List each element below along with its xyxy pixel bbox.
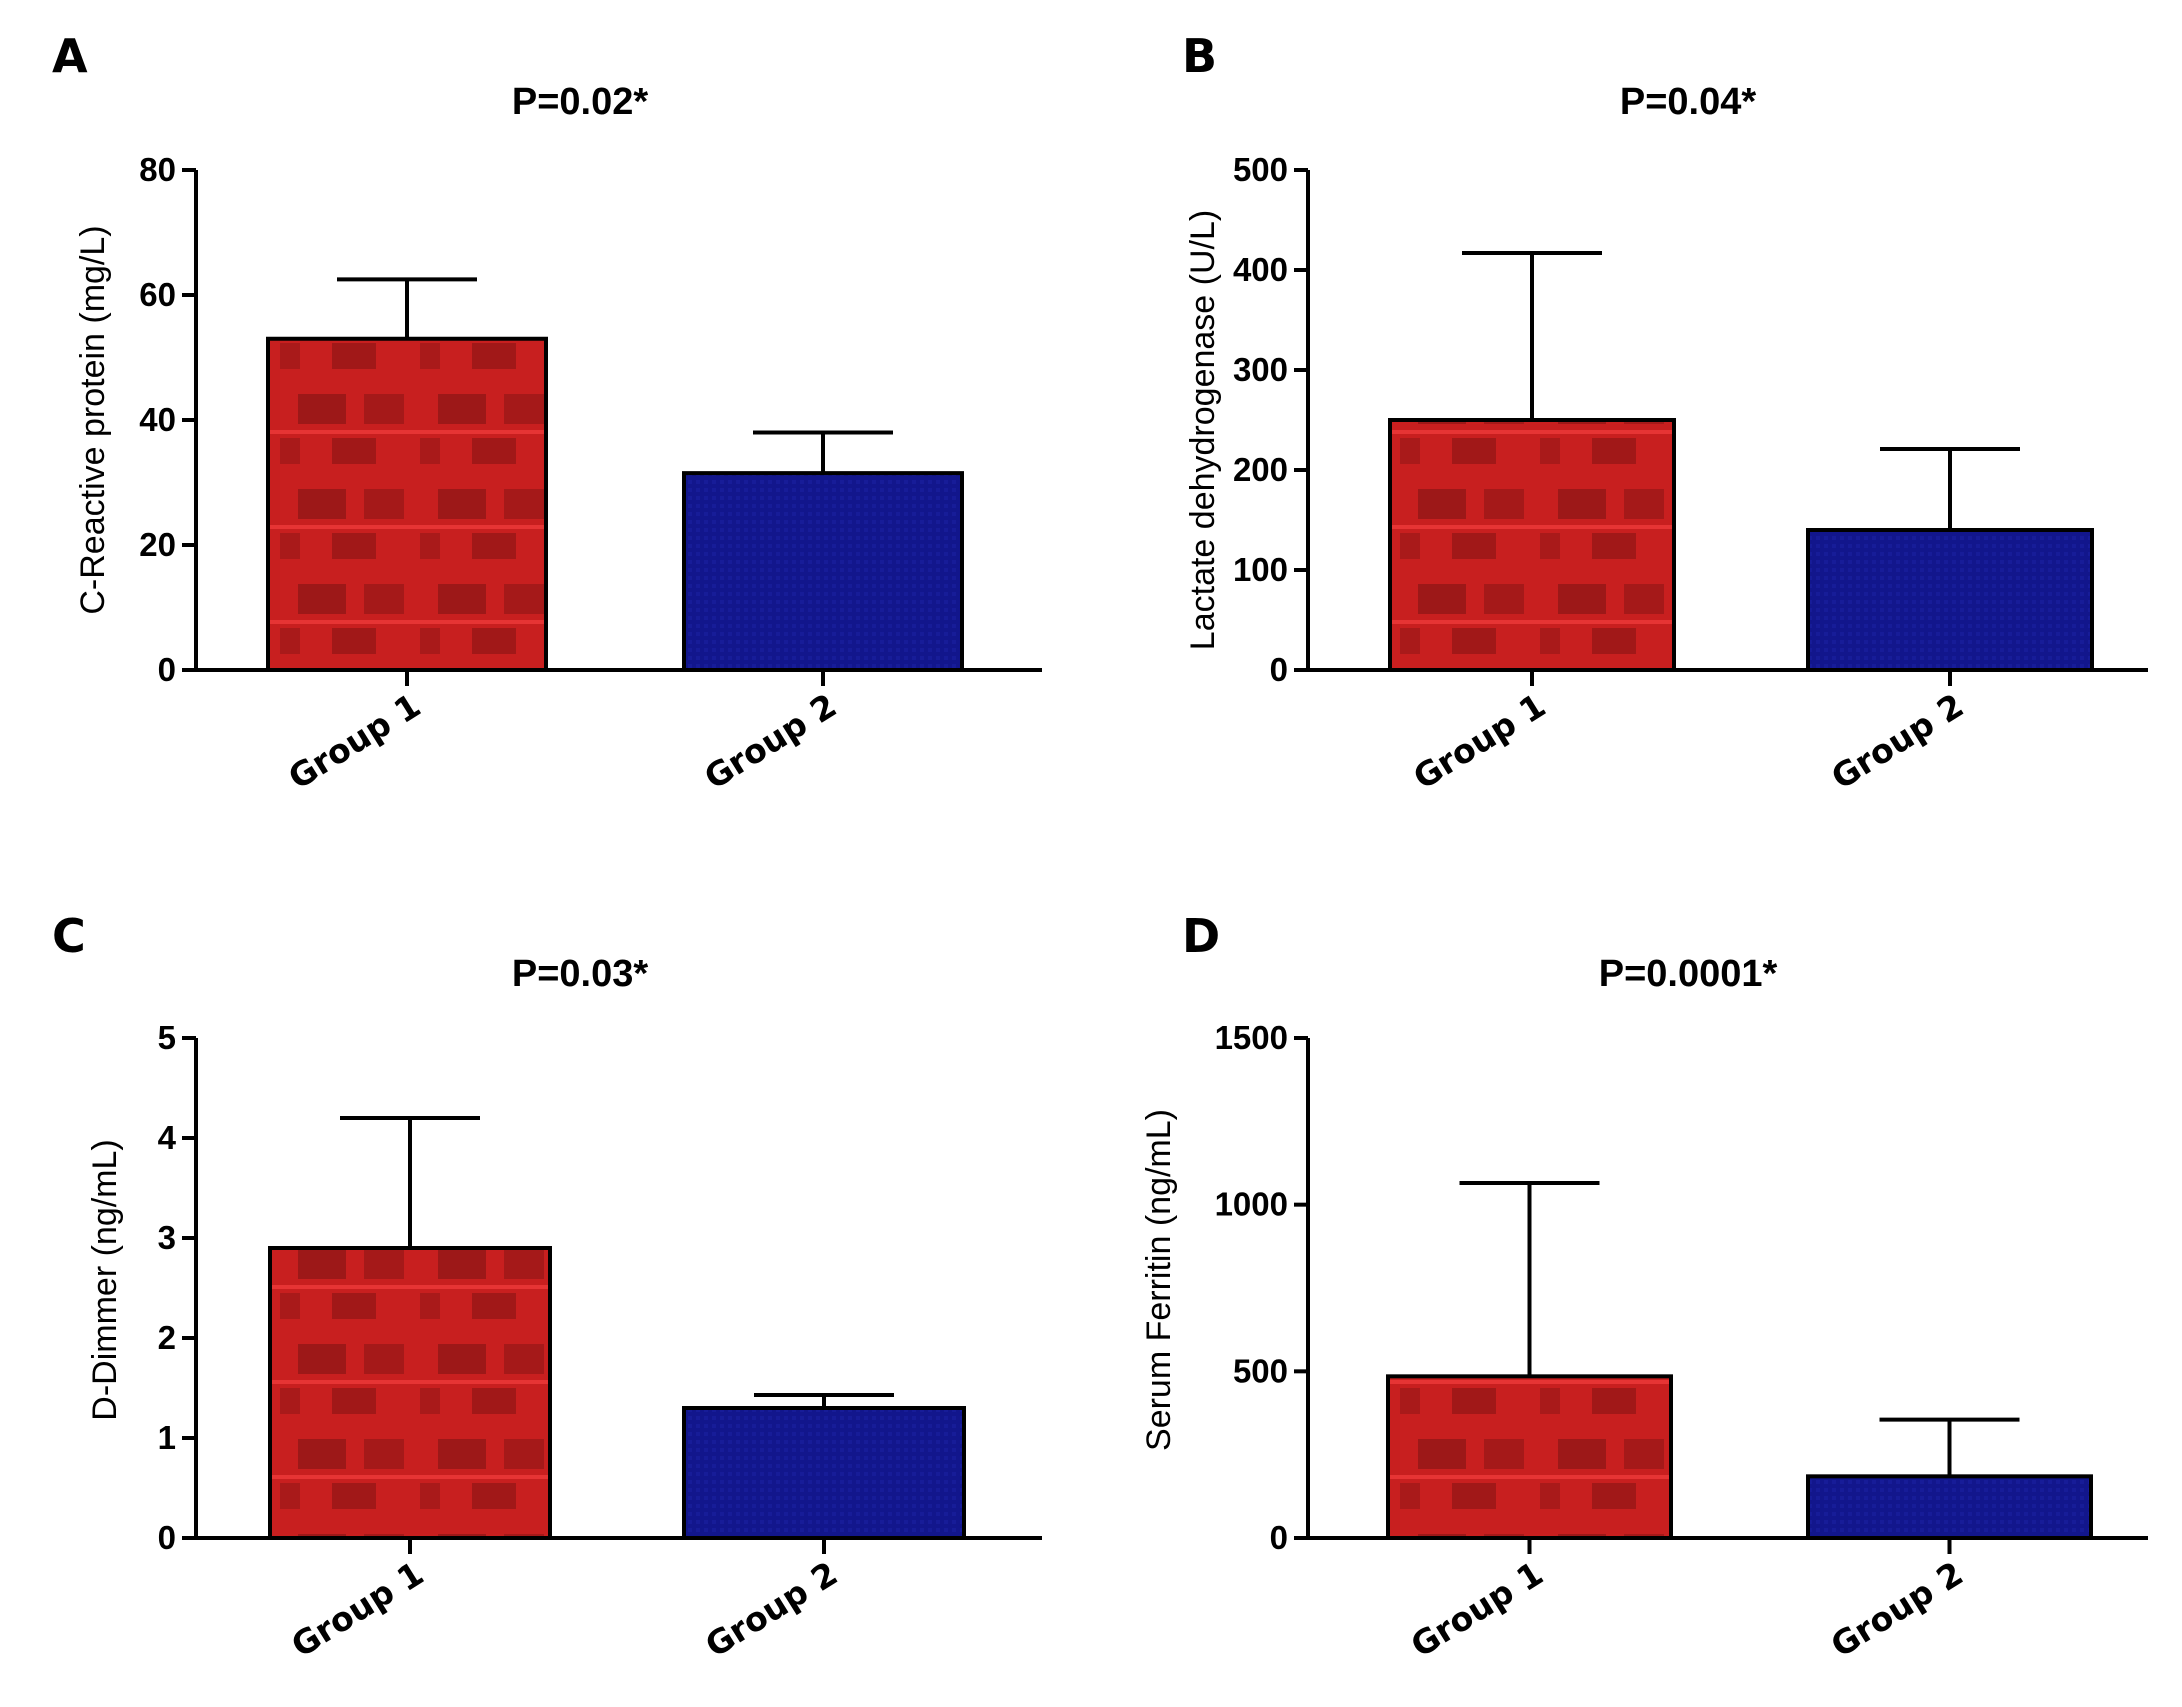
panel-d: D P=0.0001* Serum Ferritin (ng/mL) 0 500 1… — [1140, 909, 2148, 1665]
panel-label: B — [1182, 29, 1217, 83]
panel-b: B P=0.04* Lactate dehydrogenase (U/L) 0 1… — [1182, 29, 2148, 797]
y-tick-label: 40 — [139, 401, 176, 438]
y-tick-label: 1500 — [1215, 1019, 1288, 1056]
bar — [1386, 1374, 1673, 1541]
y-tick-label: 200 — [1233, 451, 1288, 488]
bar — [682, 1406, 966, 1540]
error-bars — [1459, 1181, 2020, 1554]
chart-title: P=0.0001* — [1599, 953, 1778, 995]
y-tick-label: 300 — [1233, 351, 1288, 388]
panel-label: C — [52, 909, 86, 963]
chart-title: P=0.04* — [1620, 81, 1756, 123]
y-axis-label: Lactate dehydrogenase (U/L) — [1184, 210, 1222, 650]
y-tick-label: 500 — [1233, 151, 1288, 188]
y-ticks: 0 1 2 3 4 5 — [158, 1019, 196, 1556]
bars — [268, 1246, 966, 1540]
category-label: Group 2 — [698, 1554, 844, 1665]
error-bars — [337, 277, 893, 686]
bar — [1806, 1474, 2093, 1541]
y-tick-label: 0 — [1270, 1519, 1288, 1556]
category-label: Group 2 — [1824, 686, 1970, 797]
bar — [1388, 418, 1676, 672]
y-tick-label: 0 — [158, 1519, 176, 1556]
category-labels: Group 1 Group 2 — [281, 686, 843, 797]
y-tick-label: 500 — [1233, 1352, 1288, 1389]
category-labels: Group 1 Group 2 — [1406, 686, 1970, 797]
chart-title: P=0.03* — [512, 953, 648, 995]
category-labels: Group 1 Group 2 — [1404, 1554, 1970, 1665]
bars — [1388, 418, 2094, 672]
y-tick-label: 0 — [158, 651, 176, 688]
bar — [1806, 528, 2094, 672]
category-label: Group 1 — [1404, 1554, 1550, 1665]
y-axis-label: D-Dimmer (ng/mL) — [86, 1139, 124, 1420]
y-tick-label: 20 — [139, 526, 176, 563]
category-label: Group 1 — [281, 686, 427, 797]
error-bars — [1462, 251, 2020, 686]
y-tick-label: 5 — [158, 1019, 176, 1056]
y-tick-label: 400 — [1233, 251, 1288, 288]
y-ticks: 0 100 200 300 400 500 — [1233, 151, 1308, 688]
chart-title: P=0.02* — [512, 81, 648, 123]
y-axis-label: Serum Ferritin (ng/mL) — [1140, 1109, 1178, 1451]
y-tick-label: 0 — [1270, 651, 1288, 688]
category-label: Group 2 — [1824, 1554, 1970, 1665]
y-tick-label: 1000 — [1215, 1186, 1288, 1223]
panel-a: A P=0.02* C-Reactive protein (mg/L) 0 20 4… — [52, 29, 1042, 797]
y-tick-label: 2 — [158, 1319, 176, 1356]
panel-c: C P=0.03* D-Dimmer (ng/mL) 0 1 2 3 4 5 Group … — [52, 909, 1042, 1665]
y-ticks: 0 20 40 60 80 — [139, 151, 196, 688]
y-tick-label: 100 — [1233, 551, 1288, 588]
panel-label: A — [52, 29, 88, 83]
bars — [1386, 1374, 2093, 1541]
error-bars — [340, 1116, 894, 1554]
y-tick-label: 60 — [139, 276, 176, 313]
bar — [266, 336, 548, 672]
y-tick-label: 80 — [139, 151, 176, 188]
y-tick-label: 1 — [158, 1419, 176, 1456]
bar — [268, 1246, 552, 1540]
panel-label: D — [1182, 909, 1220, 963]
category-label: Group 2 — [697, 686, 843, 797]
category-labels: Group 1 Group 2 — [284, 1554, 844, 1665]
category-label: Group 1 — [284, 1554, 430, 1665]
y-tick-label: 3 — [158, 1219, 176, 1256]
bar — [682, 471, 964, 672]
y-ticks: 0 500 1000 1500 — [1215, 1019, 1308, 1556]
category-label: Group 1 — [1406, 686, 1552, 797]
bars — [266, 336, 964, 672]
y-tick-label: 4 — [158, 1119, 177, 1156]
y-axis-label: C-Reactive protein (mg/L) — [74, 225, 112, 614]
